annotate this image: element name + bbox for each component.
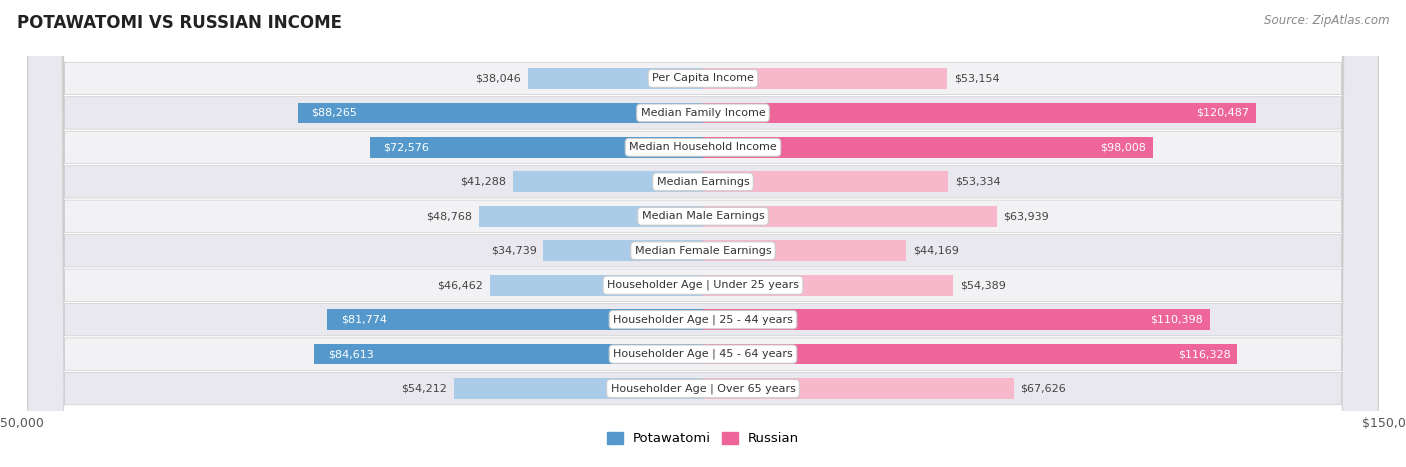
- Text: $44,169: $44,169: [912, 246, 959, 256]
- Text: $53,154: $53,154: [955, 73, 1000, 84]
- Bar: [315, 344, 703, 364]
- Text: Median Earnings: Median Earnings: [657, 177, 749, 187]
- Bar: [328, 309, 703, 330]
- Text: $63,939: $63,939: [1004, 211, 1049, 221]
- Text: Per Capita Income: Per Capita Income: [652, 73, 754, 84]
- FancyBboxPatch shape: [28, 0, 1378, 467]
- Bar: [370, 137, 703, 158]
- Text: $54,212: $54,212: [401, 383, 447, 394]
- Bar: [703, 275, 953, 296]
- Text: $84,613: $84,613: [328, 349, 374, 359]
- Bar: [703, 378, 1014, 399]
- Text: $46,462: $46,462: [437, 280, 482, 290]
- Bar: [703, 68, 948, 89]
- FancyBboxPatch shape: [28, 0, 1378, 467]
- Text: Source: ZipAtlas.com: Source: ZipAtlas.com: [1264, 14, 1389, 27]
- Text: $38,046: $38,046: [475, 73, 522, 84]
- Text: $53,334: $53,334: [955, 177, 1001, 187]
- Bar: [703, 103, 1257, 123]
- Bar: [529, 68, 703, 89]
- FancyBboxPatch shape: [28, 0, 1378, 467]
- FancyBboxPatch shape: [28, 0, 1378, 467]
- Bar: [703, 344, 1237, 364]
- Text: Householder Age | 25 - 44 years: Householder Age | 25 - 44 years: [613, 314, 793, 325]
- Bar: [703, 241, 905, 261]
- Bar: [298, 103, 703, 123]
- Text: $81,774: $81,774: [342, 315, 387, 325]
- FancyBboxPatch shape: [28, 0, 1378, 467]
- Bar: [454, 378, 703, 399]
- Text: $98,008: $98,008: [1101, 142, 1146, 152]
- FancyBboxPatch shape: [28, 0, 1378, 467]
- Text: $116,328: $116,328: [1178, 349, 1230, 359]
- Text: $88,265: $88,265: [311, 108, 357, 118]
- Bar: [703, 206, 997, 226]
- Bar: [703, 137, 1153, 158]
- Text: Householder Age | 45 - 64 years: Householder Age | 45 - 64 years: [613, 349, 793, 359]
- Text: Median Household Income: Median Household Income: [628, 142, 778, 152]
- Text: $110,398: $110,398: [1150, 315, 1204, 325]
- Text: $120,487: $120,487: [1197, 108, 1250, 118]
- Text: POTAWATOMI VS RUSSIAN INCOME: POTAWATOMI VS RUSSIAN INCOME: [17, 14, 342, 32]
- Text: Median Female Earnings: Median Female Earnings: [634, 246, 772, 256]
- Bar: [479, 206, 703, 226]
- Text: Householder Age | Under 25 years: Householder Age | Under 25 years: [607, 280, 799, 290]
- Text: $41,288: $41,288: [461, 177, 506, 187]
- Text: $48,768: $48,768: [426, 211, 472, 221]
- Text: $72,576: $72,576: [384, 142, 429, 152]
- Bar: [489, 275, 703, 296]
- Bar: [513, 171, 703, 192]
- Text: $67,626: $67,626: [1021, 383, 1066, 394]
- FancyBboxPatch shape: [28, 0, 1378, 467]
- Bar: [703, 171, 948, 192]
- Bar: [703, 309, 1211, 330]
- FancyBboxPatch shape: [28, 0, 1378, 467]
- Text: $54,389: $54,389: [960, 280, 1005, 290]
- Text: Median Male Earnings: Median Male Earnings: [641, 211, 765, 221]
- Legend: Potawatomi, Russian: Potawatomi, Russian: [602, 426, 804, 451]
- Text: $34,739: $34,739: [491, 246, 537, 256]
- FancyBboxPatch shape: [28, 0, 1378, 467]
- Text: Householder Age | Over 65 years: Householder Age | Over 65 years: [610, 383, 796, 394]
- Text: Median Family Income: Median Family Income: [641, 108, 765, 118]
- FancyBboxPatch shape: [28, 0, 1378, 467]
- Bar: [544, 241, 703, 261]
